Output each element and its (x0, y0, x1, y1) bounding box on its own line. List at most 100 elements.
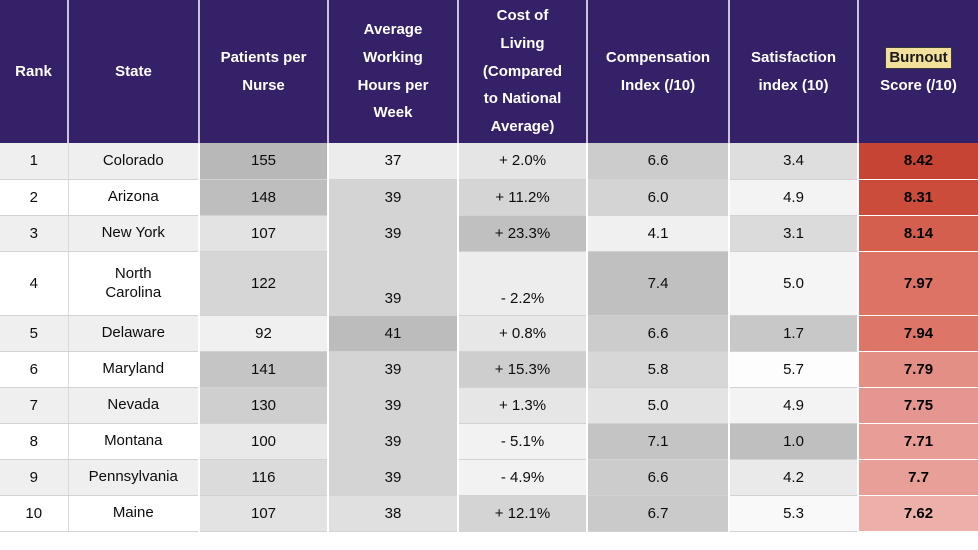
cell-hours: 39 (328, 179, 459, 216)
col-header-burnout: Burnout Score (/10) (858, 0, 978, 143)
cell-comp: 6.0 (587, 179, 730, 216)
cell-rank: 9 (0, 459, 69, 496)
table-header: Rank State Patients per Nurse Average Wo… (0, 0, 978, 143)
cell-sat: 5.7 (729, 351, 859, 388)
cell-patients: 155 (199, 143, 329, 180)
cell-rank: 2 (0, 179, 69, 216)
cell-cost: + 15.3% (458, 351, 588, 388)
cell-hours: 39 (328, 387, 459, 424)
cell-patients: 100 (199, 423, 329, 460)
cell-comp: 6.6 (587, 315, 730, 352)
cell-sat: 5.0 (729, 251, 859, 316)
cell-rank: 7 (0, 387, 69, 424)
cell-comp: 4.1 (587, 215, 730, 252)
cell-state: Maine (68, 495, 200, 532)
cell-hours: 39 (328, 423, 459, 460)
cell-cost: + 23.3% (458, 215, 588, 252)
cell-sat: 5.3 (729, 495, 859, 532)
col-header-patients: Patients per Nurse (199, 0, 329, 143)
cell-patients: 148 (199, 179, 329, 216)
table-row: 10 Maine 107 38 + 12.1% 6.7 5.3 7.62 (0, 495, 978, 532)
cell-burnout: 7.94 (858, 315, 978, 352)
cell-sat: 4.9 (729, 387, 859, 424)
table-row: 3 New York 107 39 + 23.3% 4.1 3.1 8.14 (0, 215, 978, 252)
cell-hours: 41 (328, 315, 459, 352)
cell-hours: 39 (328, 351, 459, 388)
col-header-cost: Cost of Living (Compared to National Ave… (458, 0, 588, 143)
burnout-ranking-table: Rank State Patients per Nurse Average Wo… (0, 0, 978, 532)
cell-cost: + 2.0% (458, 143, 588, 180)
cell-state: Nevada (68, 387, 200, 424)
col-header-hours: Average Working Hours per Week (328, 0, 459, 143)
cell-sat: 4.9 (729, 179, 859, 216)
cell-patients: 122 (199, 251, 329, 316)
cell-state: Montana (68, 423, 200, 460)
cell-rank: 8 (0, 423, 69, 460)
cell-state: New York (68, 215, 200, 252)
table-body: 1 Colorado 155 37 + 2.0% 6.6 3.4 8.42 2 Arizona 14… (0, 143, 978, 532)
cell-comp: 6.6 (587, 143, 730, 180)
cell-burnout: 8.42 (858, 143, 978, 180)
cell-comp: 7.4 (587, 251, 730, 316)
cell-comp: 6.6 (587, 459, 730, 496)
burnout-highlighted-word: Burnout (885, 46, 952, 69)
cell-cost: - 2.2% (458, 251, 588, 316)
cell-cost: + 0.8% (458, 315, 588, 352)
cell-comp: 7.1 (587, 423, 730, 460)
col-header-rank: Rank (0, 0, 69, 143)
cell-state: Maryland (68, 351, 200, 388)
cell-hours: 39 (328, 459, 459, 496)
cell-sat: 4.2 (729, 459, 859, 496)
cell-state: Arizona (68, 179, 200, 216)
header-row: Rank State Patients per Nurse Average Wo… (0, 0, 978, 143)
table-row: 7 Nevada 130 39 + 1.3% 5.0 4.9 7.75 (0, 387, 978, 424)
cell-patients: 141 (199, 351, 329, 388)
cell-comp: 5.0 (587, 387, 730, 424)
table-row: 1 Colorado 155 37 + 2.0% 6.6 3.4 8.42 (0, 143, 978, 180)
col-header-satisfaction: Satisfaction index (10) (729, 0, 859, 143)
cell-patients: 116 (199, 459, 329, 496)
cell-rank: 5 (0, 315, 69, 352)
table-row: 8 Montana 100 39- 5.1% 7.1 1.0 7.71 (0, 423, 978, 460)
col-header-state: State (68, 0, 200, 143)
cell-cost: + 11.2% (458, 179, 588, 216)
cell-comp: 6.7 (587, 495, 730, 532)
cell-burnout: 7.62 (858, 495, 978, 532)
cell-hours: 38 (328, 495, 459, 532)
cell-state: Colorado (68, 143, 200, 180)
cell-hours: 37 (328, 143, 459, 180)
cell-hours: 39 (328, 251, 459, 316)
cell-sat: 1.0 (729, 423, 859, 460)
table-row: 4 North Carolina 122 39- 2.2% 7.4 5.0 7.97 (0, 251, 978, 316)
cell-sat: 3.1 (729, 215, 859, 252)
cell-rank: 3 (0, 215, 69, 252)
cell-burnout: 8.14 (858, 215, 978, 252)
cell-burnout: 7.7 (858, 459, 978, 496)
cell-rank: 1 (0, 143, 69, 180)
cell-cost: - 4.9% (458, 459, 588, 496)
table-row: 9 Pennsylvania 116 39- 4.9% 6.6 4.2 7.7 (0, 459, 978, 496)
cell-hours: 39 (328, 215, 459, 252)
table-row: 6 Maryland 141 39 + 15.3% 5.8 5.7 7.79 (0, 351, 978, 388)
cell-burnout: 7.97 (858, 251, 978, 316)
cell-burnout: 8.31 (858, 179, 978, 216)
table-row: 2 Arizona 148 39 + 11.2% 6.0 4.9 8.31 (0, 179, 978, 216)
cell-patients: 107 (199, 495, 329, 532)
cell-cost: - 5.1% (458, 423, 588, 460)
cell-burnout: 7.71 (858, 423, 978, 460)
cell-cost: + 12.1% (458, 495, 588, 532)
cell-rank: 4 (0, 251, 69, 316)
cell-rank: 6 (0, 351, 69, 388)
burnout-header-rest: Score (/10) (880, 76, 957, 94)
cell-rank: 10 (0, 495, 69, 532)
cell-comp: 5.8 (587, 351, 730, 388)
cell-burnout: 7.79 (858, 351, 978, 388)
cell-state: Pennsylvania (68, 459, 200, 496)
cell-sat: 3.4 (729, 143, 859, 180)
cell-burnout: 7.75 (858, 387, 978, 424)
cell-patients: 92 (199, 315, 329, 352)
cell-patients: 107 (199, 215, 329, 252)
cell-sat: 1.7 (729, 315, 859, 352)
cell-patients: 130 (199, 387, 329, 424)
